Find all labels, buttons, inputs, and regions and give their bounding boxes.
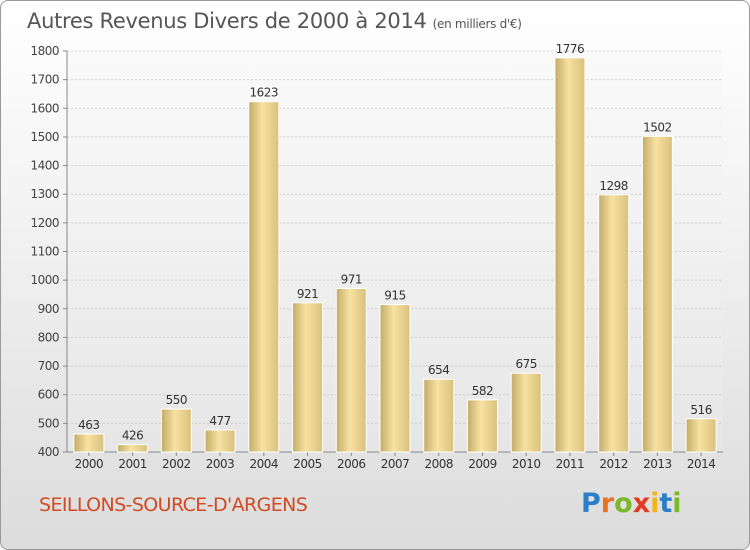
x-tick-label: 2013 [643,457,672,471]
x-tick-label: 2011 [556,457,585,471]
x-tick-label: 2010 [512,457,541,471]
y-tick-label: 1100 [30,245,59,259]
y-tick-label: 1500 [30,130,59,144]
x-tick-label: 2001 [118,457,147,471]
bar-2000 [73,433,105,453]
x-tick-label: 2014 [687,457,716,471]
x-tick-label: 2004 [250,457,279,471]
x-tick-label: 2012 [599,457,628,471]
bar-layer [73,57,717,453]
bar-2011 [554,57,586,453]
data-label: 477 [209,414,230,428]
proxiti-logo[interactable]: Proxiti [581,488,682,519]
logo-letter: t [659,488,673,519]
bar-2002 [160,408,192,453]
x-tick-label: 2009 [468,457,497,471]
y-tick-label: 700 [38,359,59,373]
bar-2013 [641,135,673,453]
bar-2009 [466,399,498,453]
logo-letter: i [672,488,682,519]
y-tick-label: 1200 [30,216,59,230]
x-tick-label: 2003 [206,457,235,471]
data-label: 915 [384,288,405,302]
data-label: 516 [690,403,711,417]
commune-name: SEILLONS-SOURCE-D'ARGENS [39,494,308,516]
bar-2001 [117,444,149,453]
data-label: 582 [472,384,493,398]
x-tick-label: 2005 [293,457,322,471]
x-tick-label: 2000 [75,457,104,471]
x-tick-label: 2006 [337,457,366,471]
data-label: 1502 [643,120,672,134]
title-unit: (en milliers d'€) [432,17,522,31]
y-tick-label: 600 [38,388,59,402]
logo-letter: i [650,488,660,519]
bar-2010 [510,372,542,453]
data-label: 921 [297,287,318,301]
bar-2014 [685,418,717,453]
data-label: 654 [428,363,449,377]
bar-2003 [204,429,236,453]
y-tick-label: 500 [38,416,59,430]
label-layer: 400 500 600 700 800 900 1000 1100 1200 1300 1400 15… [30,42,715,471]
logo-letter: P [581,488,601,519]
data-label: 675 [515,357,536,371]
y-tick-label: 900 [38,302,59,316]
logo-letter: r [600,488,615,519]
x-tick-label: 2002 [162,457,191,471]
y-tick-label: 1000 [30,273,59,287]
x-tick-label: 2008 [424,457,453,471]
y-tick-label: 800 [38,330,59,344]
y-tick-label: 1300 [30,187,59,201]
logo-letter: o [614,488,633,519]
bar-2008 [423,378,455,453]
x-tick-label: 2007 [381,457,410,471]
bar-2006 [335,287,367,453]
data-label: 1298 [599,179,628,193]
data-label: 463 [78,418,99,432]
bar-2007 [379,303,411,453]
logo-letter: x [632,488,651,519]
y-tick-label: 400 [38,445,59,459]
y-tick-label: 1700 [30,73,59,87]
data-label: 971 [341,272,362,286]
y-tick-label: 1800 [30,44,59,58]
data-label: 550 [166,393,187,407]
data-label: 1623 [250,86,279,100]
bar-2012 [598,194,630,453]
data-label: 426 [122,429,143,443]
y-tick-label: 1400 [30,159,59,173]
y-tick-label: 1600 [30,101,59,115]
data-label: 1776 [556,42,585,56]
title-text: Autres Revenus Divers de 2000 à 2014 [27,9,427,33]
bar-2005 [292,302,324,453]
chart-title: Autres Revenus Divers de 2000 à 2014 (en … [27,9,522,33]
bar-2004 [248,101,280,453]
